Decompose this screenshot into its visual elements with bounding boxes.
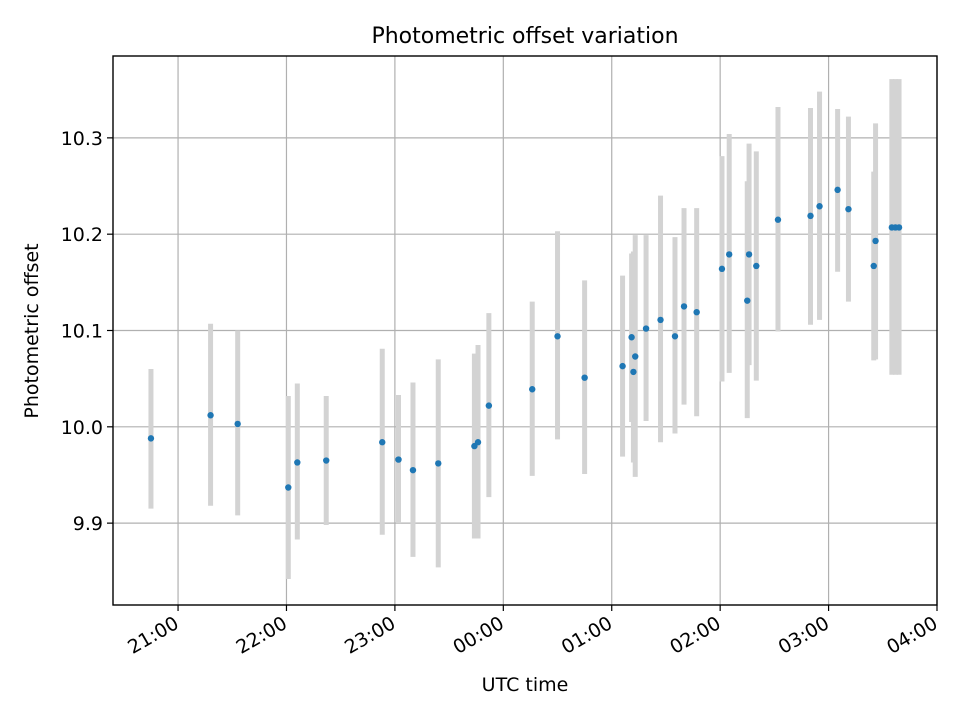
data-point <box>628 334 635 341</box>
data-point <box>581 374 588 381</box>
data-point <box>435 460 442 467</box>
data-points <box>147 186 903 491</box>
data-point <box>474 439 482 446</box>
data-point <box>485 402 493 409</box>
data-point <box>845 205 852 213</box>
data-point <box>294 459 301 466</box>
data-point <box>632 353 639 360</box>
data-point <box>554 333 561 340</box>
data-point <box>870 262 877 270</box>
data-point <box>680 303 688 310</box>
data-point <box>725 251 733 258</box>
data-point <box>147 435 155 442</box>
data-point <box>323 457 330 464</box>
data-point <box>657 316 664 324</box>
data-point <box>745 251 753 258</box>
data-point <box>872 237 879 245</box>
y-tick-label: 10.3 <box>61 128 103 150</box>
data-point <box>693 309 700 316</box>
data-point <box>834 186 841 194</box>
data-point <box>234 420 241 428</box>
data-point <box>671 333 679 340</box>
data-point <box>718 265 726 273</box>
data-point <box>409 466 417 474</box>
data-point <box>529 386 536 393</box>
y-axis-ticks: 9.9 10.0 10.1 10.2 10.3 <box>61 128 113 535</box>
y-tick-label: 9.9 <box>73 513 103 535</box>
y-tick-label: 10.0 <box>61 417 103 439</box>
data-point <box>630 368 637 376</box>
data-point <box>753 262 760 270</box>
y-tick-label: 10.2 <box>61 224 103 246</box>
data-point <box>744 297 751 304</box>
data-point <box>816 203 823 210</box>
data-point <box>642 325 650 332</box>
y-tick-label: 10.1 <box>61 321 103 343</box>
data-point <box>895 224 903 231</box>
chart-title: Photometric offset variation <box>371 24 678 49</box>
data-point <box>807 212 814 220</box>
data-point <box>619 362 626 370</box>
data-point <box>285 484 292 491</box>
data-point <box>379 439 386 446</box>
data-point <box>395 456 402 463</box>
data-point <box>207 412 214 419</box>
y-axis-label: Photometric offset <box>21 243 43 418</box>
data-point <box>774 216 782 223</box>
x-axis-label: UTC time <box>482 674 569 696</box>
